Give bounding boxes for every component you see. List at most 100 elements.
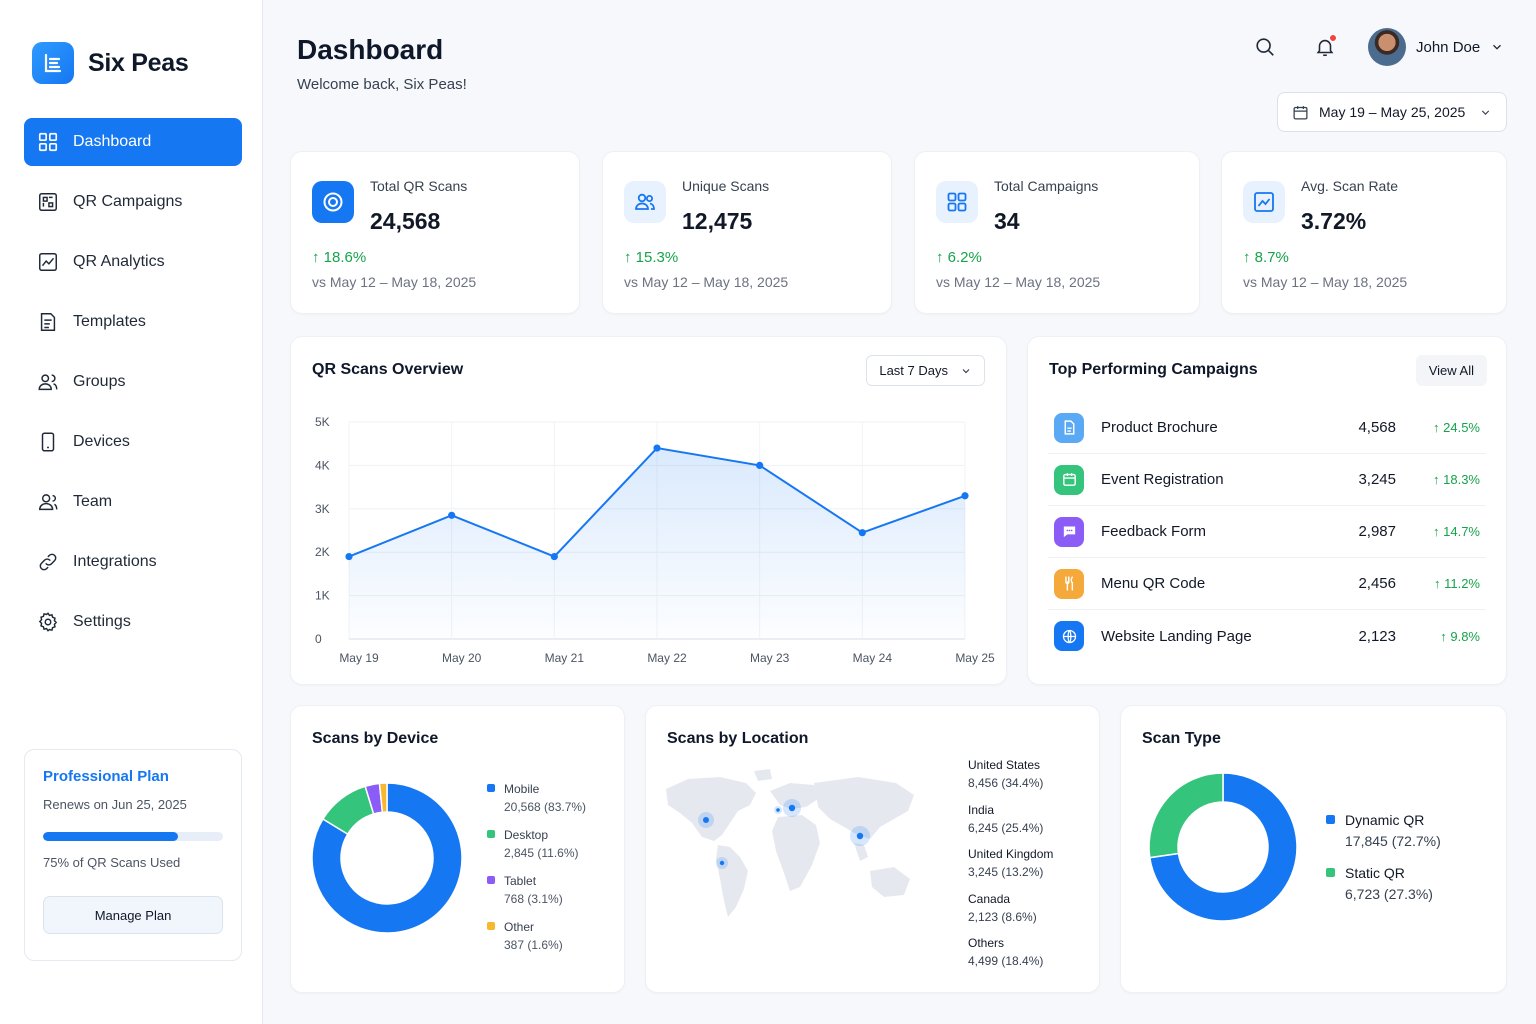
- analytics-icon: [39, 253, 57, 271]
- legend-dot: [487, 922, 495, 930]
- sidebar-item-qr-analytics[interactable]: QR Analytics: [24, 238, 242, 286]
- legend-dot: [1326, 815, 1335, 824]
- y-tick-label: 4K: [315, 458, 330, 472]
- scans-line-chart: 0 1K 2K 3K 4K 5K May 19 May 20 May 21 May 22 May 2…: [315, 415, 995, 665]
- brand-name: Six Peas: [88, 48, 189, 77]
- sidebar-item-dashboard[interactable]: Dashboard: [24, 118, 242, 166]
- sidebar-nav: Dashboard QR Campaigns QR Analytics Temp…: [24, 118, 242, 658]
- x-tick-label: May 22: [647, 651, 687, 665]
- campaign-row[interactable]: Product Brochure 4,568 ↑ 24.5%: [1048, 402, 1486, 454]
- campaign-row[interactable]: Menu QR Code 2,456 ↑ 11.2%: [1048, 558, 1486, 610]
- legend-value: 387 (1.6%): [504, 938, 563, 952]
- legend-value: 6,723 (27.3%): [1345, 886, 1433, 902]
- date-range-text: May 19 – May 25, 2025: [1319, 104, 1466, 120]
- search-button[interactable]: [1252, 34, 1278, 60]
- notifications-button[interactable]: [1312, 34, 1338, 60]
- legend-value: 768 (3.1%): [504, 892, 563, 906]
- brand-logo-icon: [32, 42, 74, 84]
- y-tick-label: 3K: [315, 502, 330, 516]
- stat-value: 3.72%: [1301, 208, 1367, 234]
- x-tick-label: May 20: [442, 651, 482, 665]
- donut-slice: [1148, 772, 1224, 859]
- sidebar-item-devices[interactable]: Devices: [24, 418, 242, 466]
- manage-plan-button[interactable]: Manage Plan: [43, 896, 223, 934]
- grid-icon: [38, 132, 58, 152]
- sidebar-item-label: QR Analytics: [73, 253, 165, 270]
- card-title: Scans by Device: [312, 730, 439, 747]
- scans-overview-card: QR Scans Overview Last 7 Days 0 1K 2K 3K 4K 5…: [290, 336, 1007, 685]
- data-point: [961, 492, 969, 500]
- notification-dot: [1329, 34, 1337, 42]
- sidebar-item-integrations[interactable]: Integrations: [24, 538, 242, 586]
- stat-card-total-scans: Total QR Scans 24,568 ↑ 18.6% vs May 12 …: [290, 151, 580, 314]
- plan-usage-text: 75% of QR Scans Used: [43, 855, 181, 870]
- chevron-down-icon: [1481, 109, 1490, 115]
- chat-icon: [1054, 516, 1084, 547]
- avatar: [1368, 28, 1406, 66]
- sidebar-item-label: Groups: [73, 373, 126, 390]
- plan-title: Professional Plan: [43, 768, 169, 785]
- card-title: Scans by Location: [667, 730, 809, 747]
- data-point: [756, 461, 764, 469]
- sidebar-item-groups[interactable]: Groups: [24, 358, 242, 406]
- sidebar-item-qr-campaigns[interactable]: QR Campaigns: [24, 178, 242, 226]
- legend-dot: [487, 876, 495, 884]
- search-icon: [1256, 38, 1274, 56]
- view-all-button[interactable]: View All: [1415, 355, 1487, 386]
- x-tick-label: May 24: [853, 651, 893, 665]
- brand[interactable]: Six Peas: [32, 42, 189, 84]
- legend-label: Static QR: [1345, 865, 1405, 881]
- scan-type-donut-chart: [1148, 772, 1298, 922]
- sidebar-item-settings[interactable]: Settings: [24, 598, 242, 646]
- user-menu[interactable]: John Doe: [1368, 28, 1504, 66]
- x-tick-label: May 25: [955, 651, 995, 665]
- legend-item: Static QR 6,723 (27.3%): [1326, 863, 1441, 905]
- sidebar-item-team[interactable]: Team: [24, 478, 242, 526]
- stat-compare: vs May 12 – May 18, 2025: [624, 274, 789, 290]
- date-range-picker[interactable]: May 19 – May 25, 2025: [1277, 92, 1507, 132]
- legend-label: Dynamic QR: [1345, 812, 1425, 828]
- chart-icon: [1243, 181, 1285, 223]
- sidebar-item-label: Settings: [73, 613, 131, 630]
- legend-item: Desktop 2,845 (11.6%): [487, 826, 586, 862]
- x-tick-label: May 21: [545, 651, 585, 665]
- y-tick-label: 2K: [315, 545, 330, 559]
- plan-renewal: Renews on Jun 25, 2025: [43, 797, 187, 812]
- sidebar-item-templates[interactable]: Templates: [24, 298, 242, 346]
- range-select[interactable]: Last 7 Days: [866, 355, 985, 386]
- template-icon: [40, 313, 56, 331]
- bell-icon: [1316, 39, 1334, 57]
- legend-item: Tablet 768 (3.1%): [487, 872, 586, 908]
- x-tick-label: May 19: [339, 651, 379, 665]
- location-item: India 6,245 (25.4%): [968, 801, 1053, 837]
- stat-change: ↑ 6.2%: [936, 249, 982, 266]
- gear-icon: [38, 612, 58, 632]
- card-title: Top Performing Campaigns: [1049, 361, 1258, 378]
- legend-label: Desktop: [504, 828, 549, 842]
- campaign-change: ↑ 18.3%: [1433, 472, 1480, 487]
- campaign-row[interactable]: Website Landing Page 2,123 ↑ 9.8%: [1048, 610, 1486, 662]
- location-value: 3,245 (13.2%): [968, 865, 1044, 879]
- stat-card-avg-scan-rate: Avg. Scan Rate 3.72% ↑ 8.7% vs May 12 – …: [1221, 151, 1507, 314]
- calendar-icon: [1054, 464, 1084, 495]
- location-value: 4,499 (18.4%): [968, 954, 1044, 968]
- stat-change: ↑ 15.3%: [624, 249, 679, 266]
- campaign-row[interactable]: Feedback Form 2,987 ↑ 14.7%: [1048, 506, 1486, 558]
- scans-by-device-card: Scans by Device Mobile 20,568 (83.7%) De…: [290, 705, 625, 993]
- donut-slice: [311, 782, 463, 934]
- area-fill: [349, 448, 965, 639]
- sidebar-item-label: Integrations: [73, 553, 157, 570]
- grid-icon: [936, 181, 978, 223]
- data-point: [550, 552, 558, 561]
- device-legend: Mobile 20,568 (83.7%) Desktop 2,845 (11.…: [487, 780, 586, 954]
- x-tick-label: May 23: [750, 651, 790, 665]
- campaign-change: ↑ 9.8%: [1440, 628, 1480, 644]
- stat-value: 12,475: [682, 208, 753, 234]
- scan-type-card: Scan Type Dynamic QR 17,845 (72.7%) Stat…: [1120, 705, 1507, 993]
- location-value: 8,456 (34.4%): [968, 776, 1044, 790]
- data-point: [448, 511, 456, 519]
- campaign-row[interactable]: Event Registration 3,245 ↑ 18.3%: [1048, 454, 1486, 506]
- legend-label: Mobile: [504, 782, 540, 796]
- team-icon: [39, 494, 58, 511]
- top-campaigns-card: Top Performing Campaigns View All Produc…: [1027, 336, 1507, 685]
